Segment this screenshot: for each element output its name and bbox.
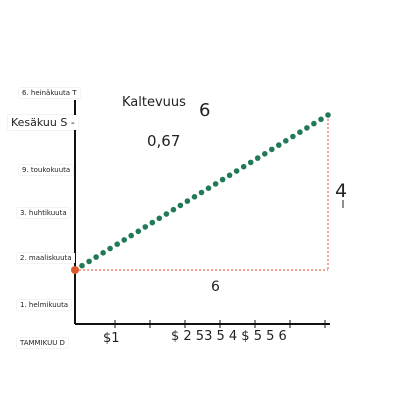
slope-dot	[233, 168, 240, 174]
slope-dot	[121, 237, 127, 243]
slope-dot	[135, 228, 142, 235]
slope-dot	[86, 258, 92, 265]
slope-dot	[219, 176, 226, 183]
slope-dot	[79, 262, 85, 269]
rise-label: 4	[335, 180, 348, 202]
slope-dot	[114, 241, 120, 247]
slope-dot	[318, 116, 324, 123]
slope-dot	[142, 224, 149, 230]
slope-dot	[226, 172, 233, 179]
slope-dot	[149, 219, 156, 226]
slope-dot	[100, 250, 106, 256]
slope-dot	[163, 211, 170, 217]
slope-dot	[128, 232, 134, 239]
y-label-january: TAMMIKUU D	[17, 338, 68, 348]
y-label-july: 6. heinäkuuta T	[19, 88, 80, 98]
x-label-rest: $ 2 53 5 4 $ 5 5 6	[168, 328, 290, 345]
slope-dot	[262, 151, 268, 157]
slope-dot	[212, 181, 219, 187]
slope-label: Kaltevuus	[120, 94, 188, 111]
slope-dot	[107, 245, 113, 252]
slope-dot	[290, 133, 296, 140]
y-label-may: 9. toukokuuta	[19, 165, 74, 175]
slope-dot	[311, 120, 317, 127]
slope-dot	[276, 142, 282, 148]
slope-dot	[191, 194, 198, 200]
run-label: 6	[211, 279, 220, 295]
slope-dot	[269, 146, 275, 153]
slope-dot	[156, 215, 163, 222]
x-label-first: $1	[100, 330, 123, 347]
y-label-april: 3. huhtikuuta	[17, 208, 70, 218]
slope-value: 0,67	[147, 132, 181, 150]
slope-dot	[325, 112, 331, 118]
y-label-march: 2. maaliskuuta	[17, 253, 75, 263]
slope-dot	[297, 129, 303, 135]
slope-run-overlay: 6	[199, 100, 211, 121]
slope-dot	[93, 254, 99, 260]
slope-dot	[304, 125, 310, 131]
slope-dot	[240, 163, 247, 170]
slope-dot	[247, 159, 254, 166]
slope-dot	[170, 206, 177, 213]
slope-dot	[184, 198, 191, 204]
slope-dot	[177, 202, 184, 209]
slope-dots	[71, 112, 331, 274]
slope-dot	[205, 185, 212, 191]
slope-dot	[254, 155, 261, 161]
y-label-june: Kesäkuu S -	[8, 115, 78, 130]
x-axis-ticks	[114, 320, 326, 328]
slope-dot	[283, 138, 289, 144]
y-label-february: 1. helmikuuta	[17, 300, 72, 310]
origin-dot	[71, 266, 79, 274]
slope-dot	[198, 189, 205, 196]
